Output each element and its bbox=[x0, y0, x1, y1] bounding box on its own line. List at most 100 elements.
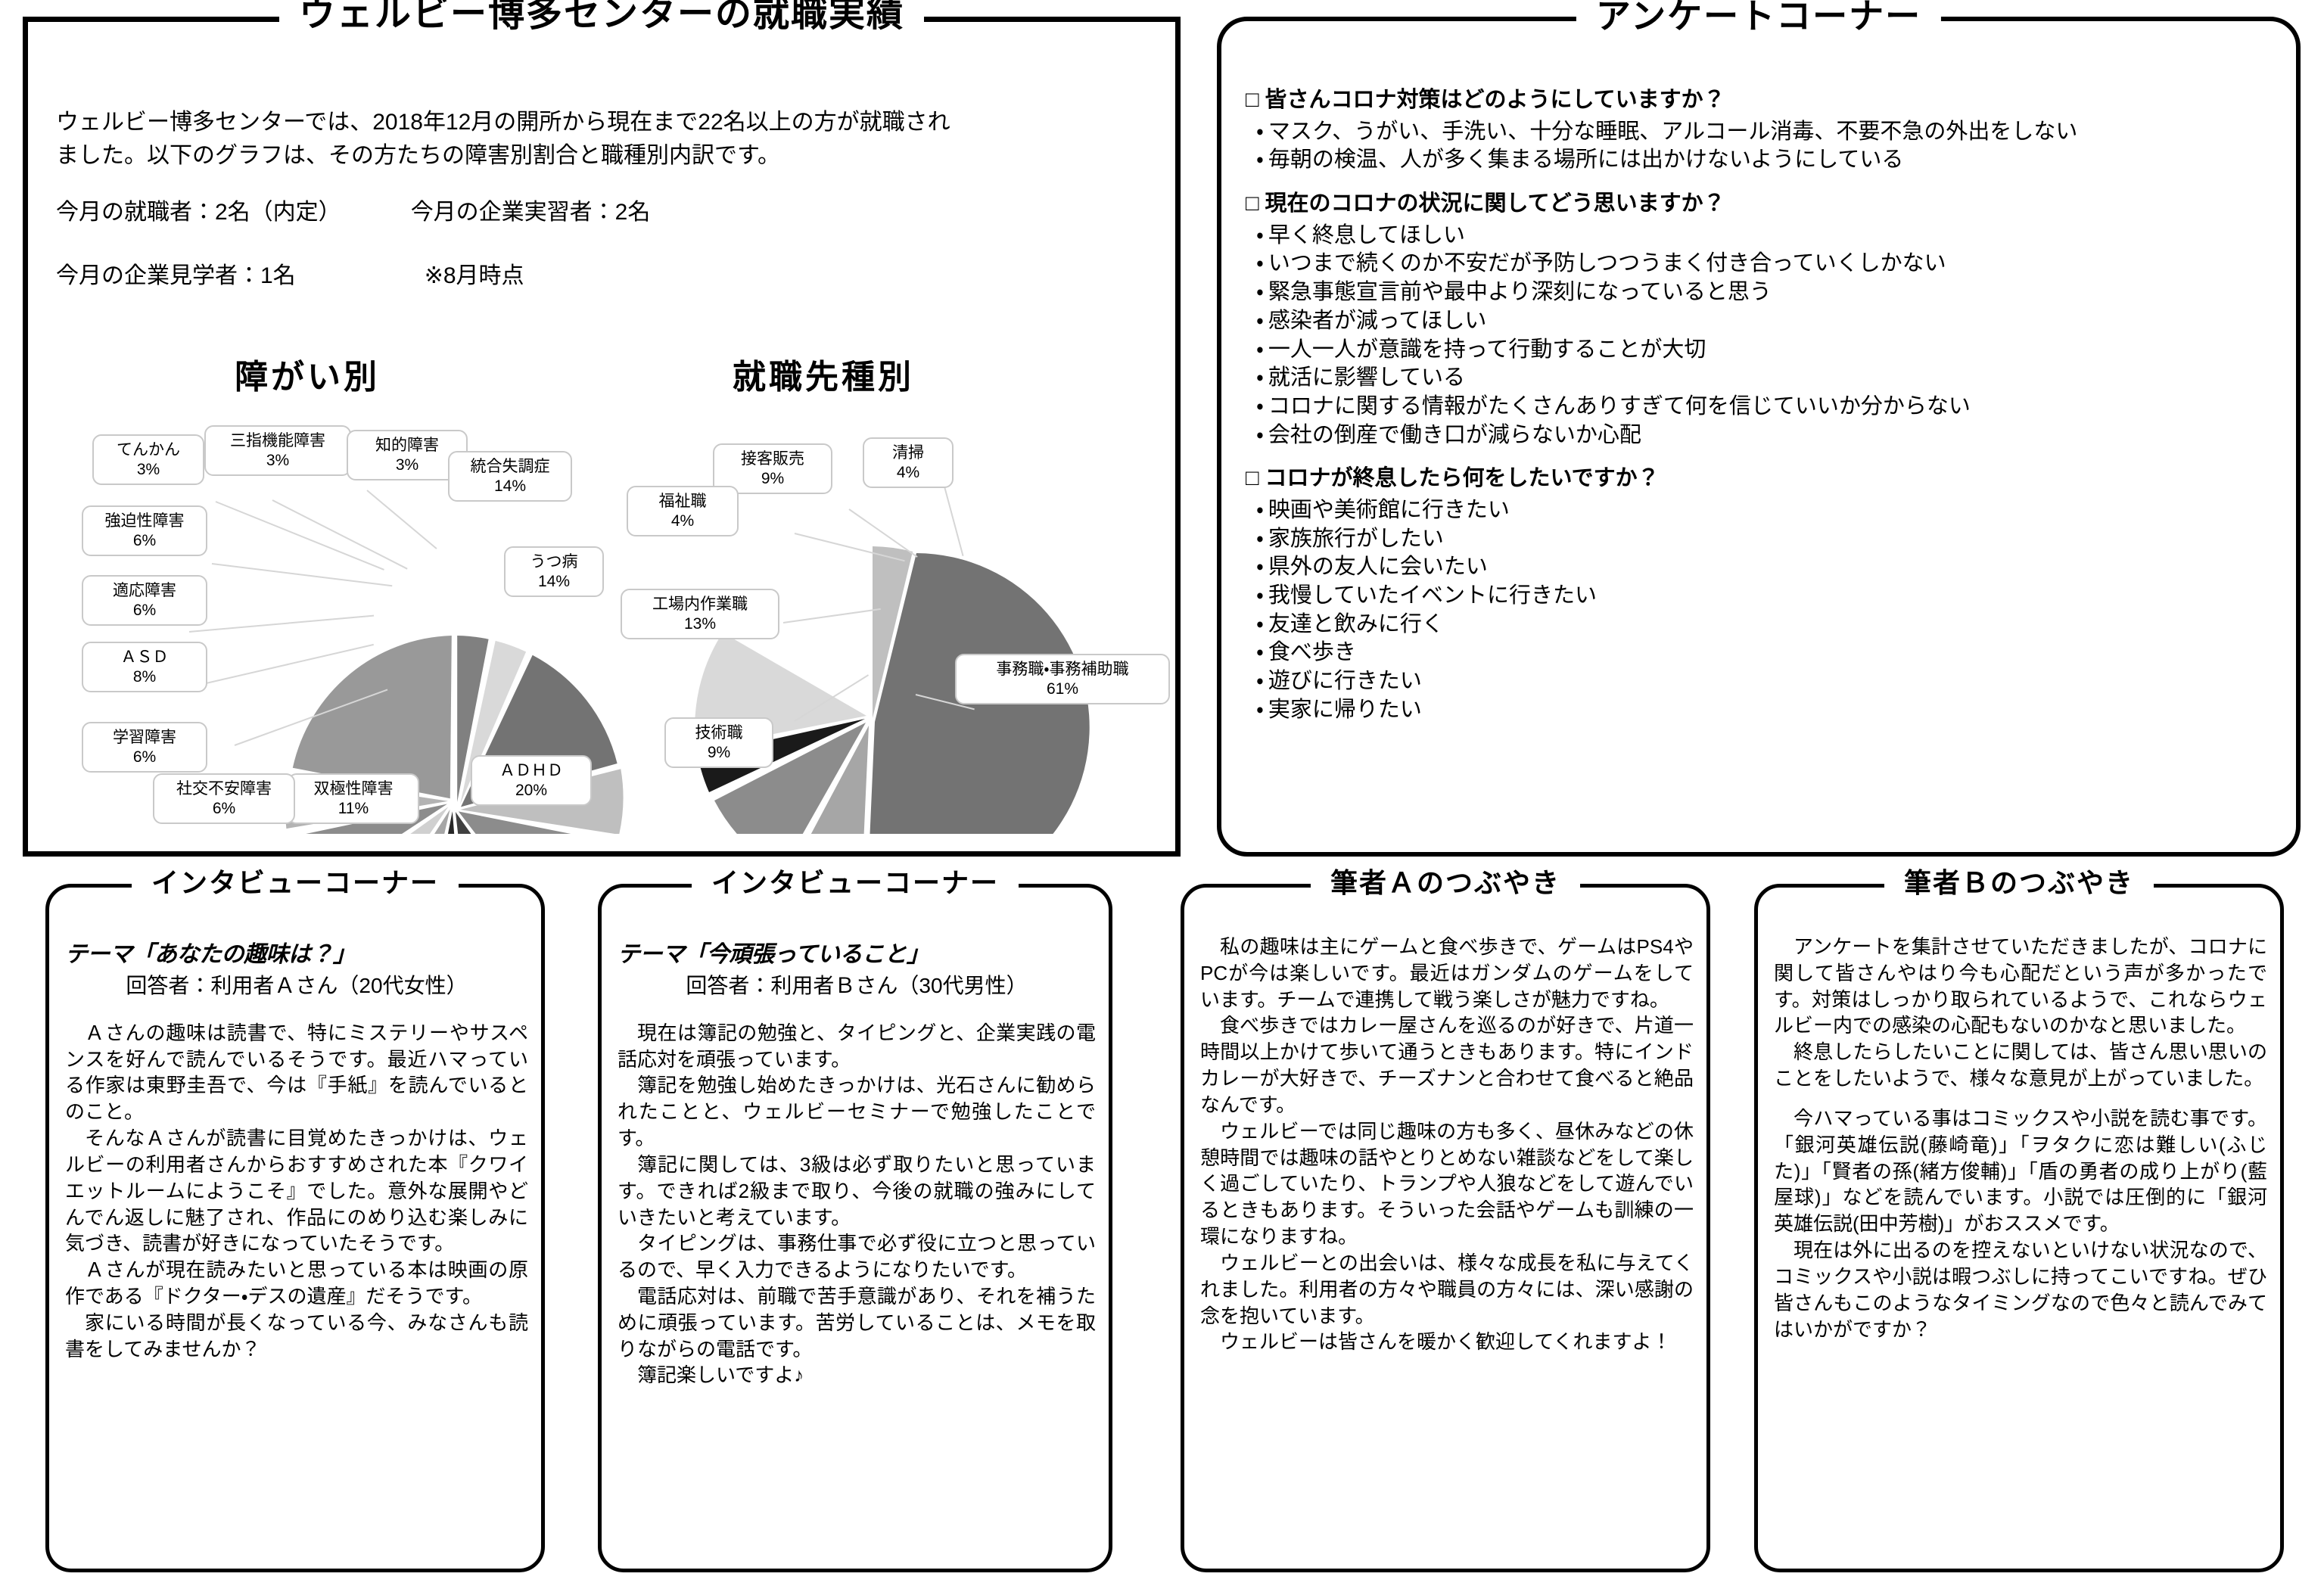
bullet-icon: ・ bbox=[1256, 422, 1264, 447]
survey-answer-text: マスク、うがい、手洗い、十分な睡眠、アルコール消毒、不要不急の外出をしない bbox=[1268, 119, 2078, 144]
callout-label: ＡＤＨＤ bbox=[499, 762, 563, 779]
callout-label: 福祉職 bbox=[658, 493, 707, 510]
callout-value: 3% bbox=[266, 451, 290, 469]
bullet-icon: ・ bbox=[1256, 669, 1264, 694]
record-panel-title: ウェルビー博多センターの就職実績 bbox=[278, 0, 925, 33]
survey-answer-text: 毎朝の検温、人が多く集まる場所には出かけないようにしている bbox=[1268, 148, 1904, 173]
paragraph: 簿記楽しいですよ♪ bbox=[637, 1364, 804, 1387]
callout-label: 三指機能障害 bbox=[230, 432, 325, 449]
bullet-icon: ・ bbox=[1256, 251, 1264, 276]
paragraph: 簿記に関しては、3級は必ず取りたいと思っています。できれば2級まで取り、今後の就… bbox=[618, 1152, 1096, 1229]
chart2-title: 就職先種別 bbox=[733, 359, 914, 396]
paragraph: 私の趣味は主にゲームと食べ歩きで、ゲームはPS4やPCが今は楽しいです。最近はガ… bbox=[1200, 935, 1694, 1011]
callout-value: 14% bbox=[493, 477, 527, 495]
stat-intern: 今月の企業実習者：2名 bbox=[410, 200, 651, 225]
callout-value: 13% bbox=[683, 614, 717, 633]
survey-answer-text: 会社の倒産で働き口が減らないか心配 bbox=[1268, 422, 1641, 447]
survey-answer: ・家族旅行がしたい bbox=[1256, 525, 2282, 554]
callout-label: 統合失調症 bbox=[470, 458, 550, 475]
author-b-panel: 筆者Ｂのつぶやき アンケートを集計させていただきましたが、コロナに関して皆さんや… bbox=[1754, 864, 2284, 1572]
stat-employed: 今月の就職者：2名（内定） bbox=[56, 200, 341, 225]
survey-answer: ・映画や美術館に行きたい bbox=[1256, 496, 2282, 525]
callout-label: 適応障害 bbox=[113, 582, 176, 599]
survey-answer-text: 遊びに行きたい bbox=[1268, 669, 1422, 694]
survey-question-text: コロナが終息したら何をしたいですか？ bbox=[1265, 466, 1660, 491]
callout-value: 9% bbox=[707, 743, 731, 761]
bullet-icon: ・ bbox=[1256, 611, 1264, 636]
survey-answer-text: 食べ歩き bbox=[1268, 640, 1356, 665]
bullet-icon: ・ bbox=[1256, 308, 1264, 333]
callout-adhd: ＡＤＨＤ 20% bbox=[471, 755, 592, 807]
callout-label: てんかん bbox=[117, 441, 180, 459]
survey-answer-text: 就活に影響している bbox=[1268, 365, 1466, 390]
callout-label: 学習障害 bbox=[113, 729, 176, 746]
callout-togo: 統合失調症 14% bbox=[448, 451, 572, 502]
survey-answer: ・マスク、うがい、手洗い、十分な睡眠、アルコール消毒、不要不急の外出をしない bbox=[1256, 118, 2282, 147]
survey-answer-text: 映画や美術館に行きたい bbox=[1268, 497, 1510, 522]
callout-value: 6% bbox=[132, 531, 157, 549]
bullet-icon: ・ bbox=[1256, 555, 1264, 580]
survey-answer-text: いつまで続くのか不安だが予防しつつうまく付き合っていくしかない bbox=[1268, 251, 1946, 276]
paragraph: 電話応対は、前職で苦手意識があり、それを補うために頑張っています。苦労しているこ… bbox=[618, 1284, 1096, 1360]
callout-value: 6% bbox=[132, 601, 157, 619]
survey-answer-text: 感染者が減ってほしい bbox=[1268, 308, 1487, 333]
callout-value: 4% bbox=[670, 512, 695, 530]
callout-value: 6% bbox=[132, 748, 157, 766]
callout-value: 8% bbox=[132, 667, 157, 686]
paragraph: そんなＡさんが読書に目覚めたきっかけは、ウェルビーの利用者さんからおすすめされた… bbox=[65, 1127, 528, 1255]
survey-answer: ・感染者が減ってほしい bbox=[1256, 307, 2282, 336]
callout-shakofuan: 社交不安障害 6% bbox=[153, 773, 295, 825]
employment-record-panel: ウェルビー博多センターの就職実績 ウェルビー博多センターでは、2018年12月の… bbox=[23, 0, 1181, 857]
survey-panel: アンケートコーナー □ 皆さんコロナ対策はどのようにしていますか？ ・マスク、うが… bbox=[1217, 0, 2301, 857]
survey-content: □ 皆さんコロナ対策はどのようにしていますか？ ・マスク、うがい、手洗い、十分な睡… bbox=[1246, 86, 2282, 739]
interview-b-panel: インタビューコーナー テーマ「今頑張っていること」 回答者：利用者Ｂさん（30代… bbox=[598, 864, 1112, 1572]
callout-label: 強迫性障害 bbox=[104, 512, 185, 530]
paragraph: ウェルビーは皆さんを暖かく歓迎してくれますよ！ bbox=[1220, 1330, 1672, 1354]
bullet-icon: ・ bbox=[1256, 697, 1264, 722]
survey-answer: ・早く終息してほしい bbox=[1256, 222, 2282, 250]
interview-b-respondent: 回答者：利用者Ｂさん（30代男性） bbox=[686, 974, 1028, 998]
bullet-icon: ・ bbox=[1256, 640, 1264, 665]
stat-visit: 今月の企業見学者：1名 bbox=[56, 263, 296, 288]
chart1-title: 障がい別 bbox=[235, 359, 380, 396]
survey-answer: ・コロナに関する情報がたくさんありすぎて何を信じていいか分からない bbox=[1256, 393, 2282, 421]
survey-question-text: 皆さんコロナ対策はどのようにしていますか？ bbox=[1265, 88, 1725, 112]
survey-panel-title: アンケートコーナー bbox=[1576, 0, 1942, 35]
callout-gijutsu: 技術職 9% bbox=[664, 717, 773, 769]
bullet-icon: ・ bbox=[1256, 393, 1264, 418]
callout-label: ＡＳＤ bbox=[120, 648, 169, 666]
record-intro-line1: ウェルビー博多センターでは、2018年12月の開所から現在まで22名以上の方が就… bbox=[56, 110, 950, 135]
callout-label: 接客販売 bbox=[741, 450, 804, 468]
author-a-panel: 筆者Ａのつぶやき 私の趣味は主にゲームと食べ歩きで、ゲームはPS4やPCが今は楽… bbox=[1181, 864, 1710, 1572]
author-b-content: アンケートを集計させていただきましたが、コロナに関して皆さんやはり今も心配だとい… bbox=[1774, 934, 2267, 1562]
callout-label: 清掃 bbox=[892, 444, 924, 462]
callout-seiso: 清掃 4% bbox=[863, 437, 954, 489]
author-a-content: 私の趣味は主にゲームと食べ歩きで、ゲームはPS4やPCが今は楽しいです。最近はガ… bbox=[1200, 934, 1694, 1562]
bullet-icon: ・ bbox=[1256, 119, 1264, 144]
survey-answer: ・友達と飲みに行く bbox=[1256, 611, 2282, 639]
callout-asd: ＡＳＤ 8% bbox=[82, 642, 207, 693]
paragraph: 今ハマっている事はコミックスや小説を読む事です。「銀河英雄伝説(藤崎竜)」「ヲタ… bbox=[1774, 1106, 2267, 1236]
record-intro: ウェルビー博多センターでは、2018年12月の開所から現在まで22名以上の方が就… bbox=[56, 106, 1150, 292]
bullet-icon: ・ bbox=[1256, 280, 1264, 305]
paragraph: Ａさんの趣味は読書で、特にミステリーやサスペンスを好んで読んでいるそうです。最近… bbox=[65, 1021, 528, 1124]
interview-b-theme: テーマ「今頑張っていること」 bbox=[618, 942, 929, 967]
callout-label: 知的障害 bbox=[375, 437, 439, 454]
bullet-icon: ・ bbox=[1256, 148, 1264, 173]
survey-answer: ・県外の友人に会いたい bbox=[1256, 553, 2282, 582]
survey-answer-text: 実家に帰りたい bbox=[1268, 697, 1422, 722]
callout-value: 20% bbox=[515, 781, 548, 799]
callout-fukushi: 福祉職 4% bbox=[627, 486, 739, 537]
callout-value: 11% bbox=[338, 799, 369, 817]
survey-answer-text: 早く終息してほしい bbox=[1268, 222, 1466, 247]
survey-answer: ・就活に影響している bbox=[1256, 364, 2282, 393]
callout-value: 9% bbox=[761, 469, 785, 487]
author-b-title: 筆者Ｂのつぶやき bbox=[1884, 864, 2154, 902]
survey-answer: ・いつまで続くのか不安だが予防しつつうまく付き合っていくしかない bbox=[1256, 250, 2282, 278]
survey-question: □ 現在のコロナの状況に関してどう思いますか？ bbox=[1246, 190, 2282, 219]
author-a-title: 筆者Ａのつぶやき bbox=[1310, 864, 1581, 902]
survey-answer-text: 家族旅行がしたい bbox=[1268, 526, 1444, 551]
callout-kojo: 工場内作業職 13% bbox=[621, 589, 779, 640]
paragraph: 現在は簿記の勉強と、タイピングと、企業実践の電話応対を頑張っています。 bbox=[618, 1021, 1096, 1071]
